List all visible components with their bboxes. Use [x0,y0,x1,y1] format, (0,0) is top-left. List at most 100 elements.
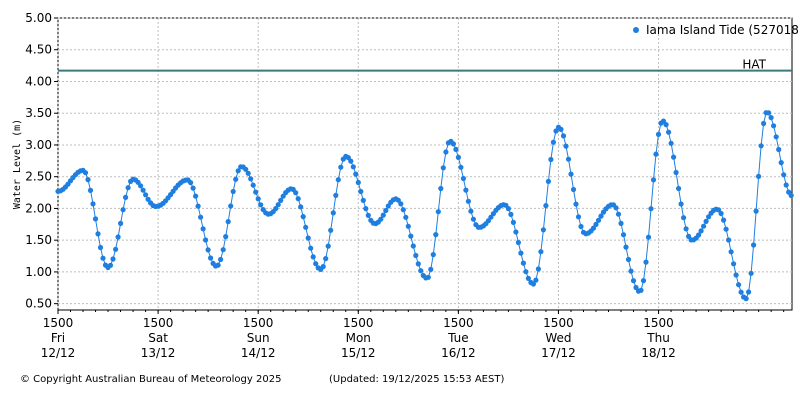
data-point [305,235,311,241]
data-point [716,207,722,213]
updated-timestamp: (Updated: 19/12/2025 15:53 AEST) [329,374,505,385]
data-point [758,143,764,149]
y-axis-label: Water Level (m) [12,119,23,209]
data-point [613,205,619,211]
data-point [470,216,476,222]
data-point [125,185,131,191]
data-point [465,198,471,204]
data-point [550,139,557,145]
data-point [303,224,309,230]
data-point [781,172,787,178]
data-point [115,234,121,240]
data-point [671,154,677,160]
data-point [703,218,709,224]
data-point [328,227,334,233]
x-tick-label-date: 18/12 [641,346,676,360]
data-point [258,202,264,208]
data-point [458,164,464,170]
y-tick-label: 4.50 [25,43,52,57]
data-point [308,245,314,251]
data-point [298,204,304,210]
x-tick-label-day: Thu [646,331,670,345]
data-point [575,214,582,220]
data-point [668,140,674,146]
data-point [123,194,129,200]
data-point [540,227,547,233]
data-point [275,202,281,208]
y-tick-label: 1.50 [25,233,52,247]
data-point [673,169,679,176]
data-point [563,143,569,149]
data-point [190,185,196,191]
legend: Iama Island Tide (527018) [633,23,800,37]
y-tick-label: 2.00 [25,201,52,215]
data-point [753,208,759,214]
data-point [438,185,444,192]
data-point [578,223,584,230]
data-point [590,225,597,231]
y-tick-label: 5.00 [25,11,52,25]
data-point [92,216,99,222]
data-point [338,164,344,170]
data-point [398,201,404,207]
data-point [245,170,251,176]
data-point [643,259,649,265]
data-point [455,154,461,160]
x-tick-label-date: 16/12 [441,346,476,360]
x-tick-label-day: Fri [51,331,65,345]
data-point [198,214,204,220]
y-tick-label: 4.00 [25,74,52,88]
data-point [783,182,789,188]
data-point [733,272,739,278]
data-point [97,244,104,251]
data-point [453,146,459,152]
x-tick-label-time: 1500 [143,316,174,330]
data-point [385,203,391,209]
data-point [113,246,119,252]
x-tick-label-date: 12/12 [41,346,76,360]
x-tick-label-day: Tue [447,331,469,345]
data-point [768,115,774,121]
data-point [87,187,94,193]
data-point [350,164,356,170]
x-tick-label-time: 1500 [343,316,374,330]
data-point [756,173,762,179]
data-point [408,233,414,239]
data-point [676,185,682,192]
data-point [523,269,529,275]
data-point [460,175,466,182]
data-points [55,110,794,302]
legend-label: Iama Island Tide (527018) [646,23,800,37]
x-tick-label-time: 1500 [643,316,674,330]
data-point [225,219,231,225]
data-point [353,171,359,177]
data-point [620,232,627,238]
data-point [468,208,474,214]
data-point [413,252,419,259]
data-point [323,256,329,262]
data-point [313,261,319,267]
x-tick-label-time: 1500 [243,316,274,330]
data-point [383,207,389,214]
data-point [450,141,456,147]
data-point [223,234,229,240]
data-point [773,134,779,140]
data-point [415,261,421,267]
data-point [736,282,742,288]
data-point [701,223,707,229]
data-point [771,123,777,129]
data-point [718,210,724,217]
data-point [738,289,744,295]
y-tick-label: 3.50 [25,106,52,120]
data-point [776,146,782,153]
data-point [463,187,469,193]
y-tick-label: 0.50 [25,297,52,311]
data-point [748,270,754,276]
data-point [663,122,669,128]
data-point [525,275,532,281]
data-point [120,207,126,213]
data-point [788,192,794,199]
data-point [628,268,634,274]
reference-lines: HAT [58,58,792,72]
data-point [418,268,424,274]
